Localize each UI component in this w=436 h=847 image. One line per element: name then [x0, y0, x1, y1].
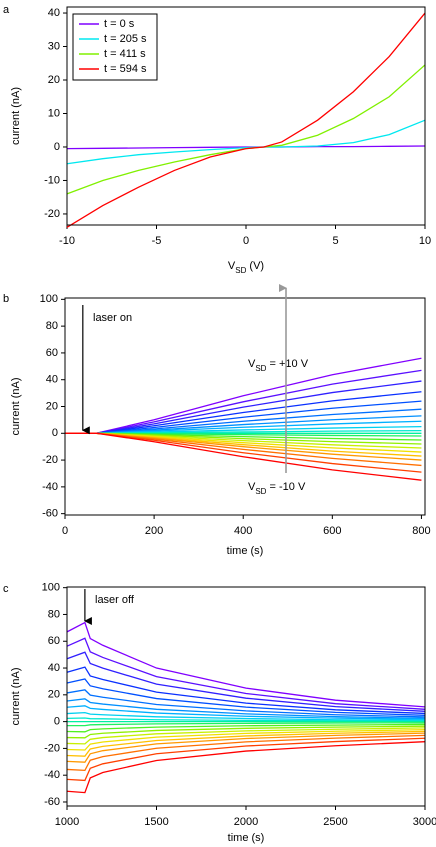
x-axis-label: VSD (V) [228, 260, 264, 275]
y-tick-label: 40 [46, 374, 58, 386]
series-line [66, 689, 426, 718]
x-tick-label: 200 [145, 525, 163, 537]
series-line [66, 727, 426, 745]
y-tick-label: -20 [42, 454, 58, 466]
y-tick-label: 0 [52, 427, 58, 439]
label-sub: SD [235, 266, 246, 275]
label-rest: (V) [246, 260, 264, 272]
series-line [66, 698, 426, 719]
x-tick-label: 1000 [55, 816, 79, 828]
panel-label: b [3, 293, 9, 305]
x-tick-label: 600 [323, 525, 341, 537]
series-line [65, 369, 422, 434]
series-line [66, 666, 426, 715]
y-axis-label: current (nA) [10, 667, 22, 725]
plot-frame [64, 297, 426, 516]
y-tick-label: 10 [48, 107, 60, 119]
label-main: V [248, 358, 256, 370]
y-tick-label: 80 [48, 608, 60, 620]
x-tick-label: 2500 [323, 816, 347, 828]
label-main: V [248, 481, 256, 493]
label-main: V [228, 260, 236, 272]
series-line [65, 357, 422, 434]
series-line [66, 729, 426, 751]
label-rest: = -10 V [266, 481, 305, 493]
x-axis-label: time (s) [227, 545, 264, 557]
series-line [66, 717, 426, 722]
series-line [66, 732, 426, 763]
y-tick-label: 40 [48, 7, 60, 19]
y-tick-label: 60 [46, 347, 58, 359]
legend-label: t = 594 s [104, 63, 147, 75]
series-line [66, 621, 426, 708]
y-tick-label: 20 [46, 400, 58, 412]
y-tick-label: 60 [48, 635, 60, 647]
series-line [66, 12, 426, 228]
x-tick-label: -10 [59, 235, 75, 247]
x-tick-label: 0 [62, 525, 68, 537]
legend-label: t = 411 s [104, 48, 146, 60]
y-axis-label: current (nA) [10, 87, 22, 145]
panel-label: c [3, 583, 9, 595]
y-tick-label: 40 [48, 662, 60, 674]
y-axis-label: current (nA) [10, 377, 22, 435]
series-line [66, 64, 426, 195]
y-tick-label: -10 [44, 174, 60, 186]
y-tick-label: -20 [44, 742, 60, 754]
y-tick-label: -60 [42, 508, 58, 520]
label-sub: SD [255, 364, 266, 373]
x-tick-label: 1500 [144, 816, 168, 828]
plot-frame [66, 586, 426, 807]
x-axis-label: time (s) [228, 832, 265, 844]
x-tick-label: 2000 [234, 816, 258, 828]
annotation: laser off [95, 594, 135, 606]
series-line [66, 637, 426, 710]
x-tick-label: 400 [234, 525, 252, 537]
series-line [66, 119, 426, 165]
annotation: VSD = +10 V [248, 358, 309, 373]
series-line [66, 651, 426, 712]
x-tick-label: 3000 [413, 816, 436, 828]
y-tick-label: -60 [44, 796, 60, 808]
y-tick-label: 100 [40, 293, 58, 305]
series-line [66, 723, 426, 733]
x-tick-label: 800 [412, 525, 430, 537]
y-tick-label: 80 [46, 320, 58, 332]
series-line [66, 737, 426, 782]
series-line [66, 711, 426, 721]
y-tick-label: 20 [48, 689, 60, 701]
y-tick-label: 100 [42, 582, 60, 594]
series-line [66, 678, 426, 716]
y-tick-label: 30 [48, 40, 60, 52]
y-tick-label: -40 [44, 769, 60, 781]
series-line [65, 380, 422, 434]
label-sub: SD [255, 487, 266, 496]
y-tick-label: 0 [54, 141, 60, 153]
plot-frame [66, 6, 426, 226]
x-tick-label: -5 [152, 235, 162, 247]
series-line [66, 725, 426, 739]
series-line [66, 705, 426, 720]
series-line [66, 734, 426, 772]
legend-label: t = 0 s [104, 18, 135, 30]
series-line [67, 722, 426, 727]
annotation: laser on [93, 312, 132, 324]
annotation: VSD = -10 V [248, 481, 306, 496]
series-line [66, 741, 426, 794]
series-line [66, 730, 426, 757]
x-tick-label: 10 [419, 235, 431, 247]
y-tick-label: 0 [54, 716, 60, 728]
x-tick-label: 5 [332, 235, 338, 247]
y-tick-label: -20 [44, 208, 60, 220]
label-rest: = +10 V [266, 358, 308, 370]
y-tick-label: -40 [42, 481, 58, 493]
panel-label: a [3, 4, 10, 16]
y-tick-label: 20 [48, 74, 60, 86]
legend-label: t = 205 s [104, 33, 147, 45]
x-tick-label: 0 [243, 235, 249, 247]
